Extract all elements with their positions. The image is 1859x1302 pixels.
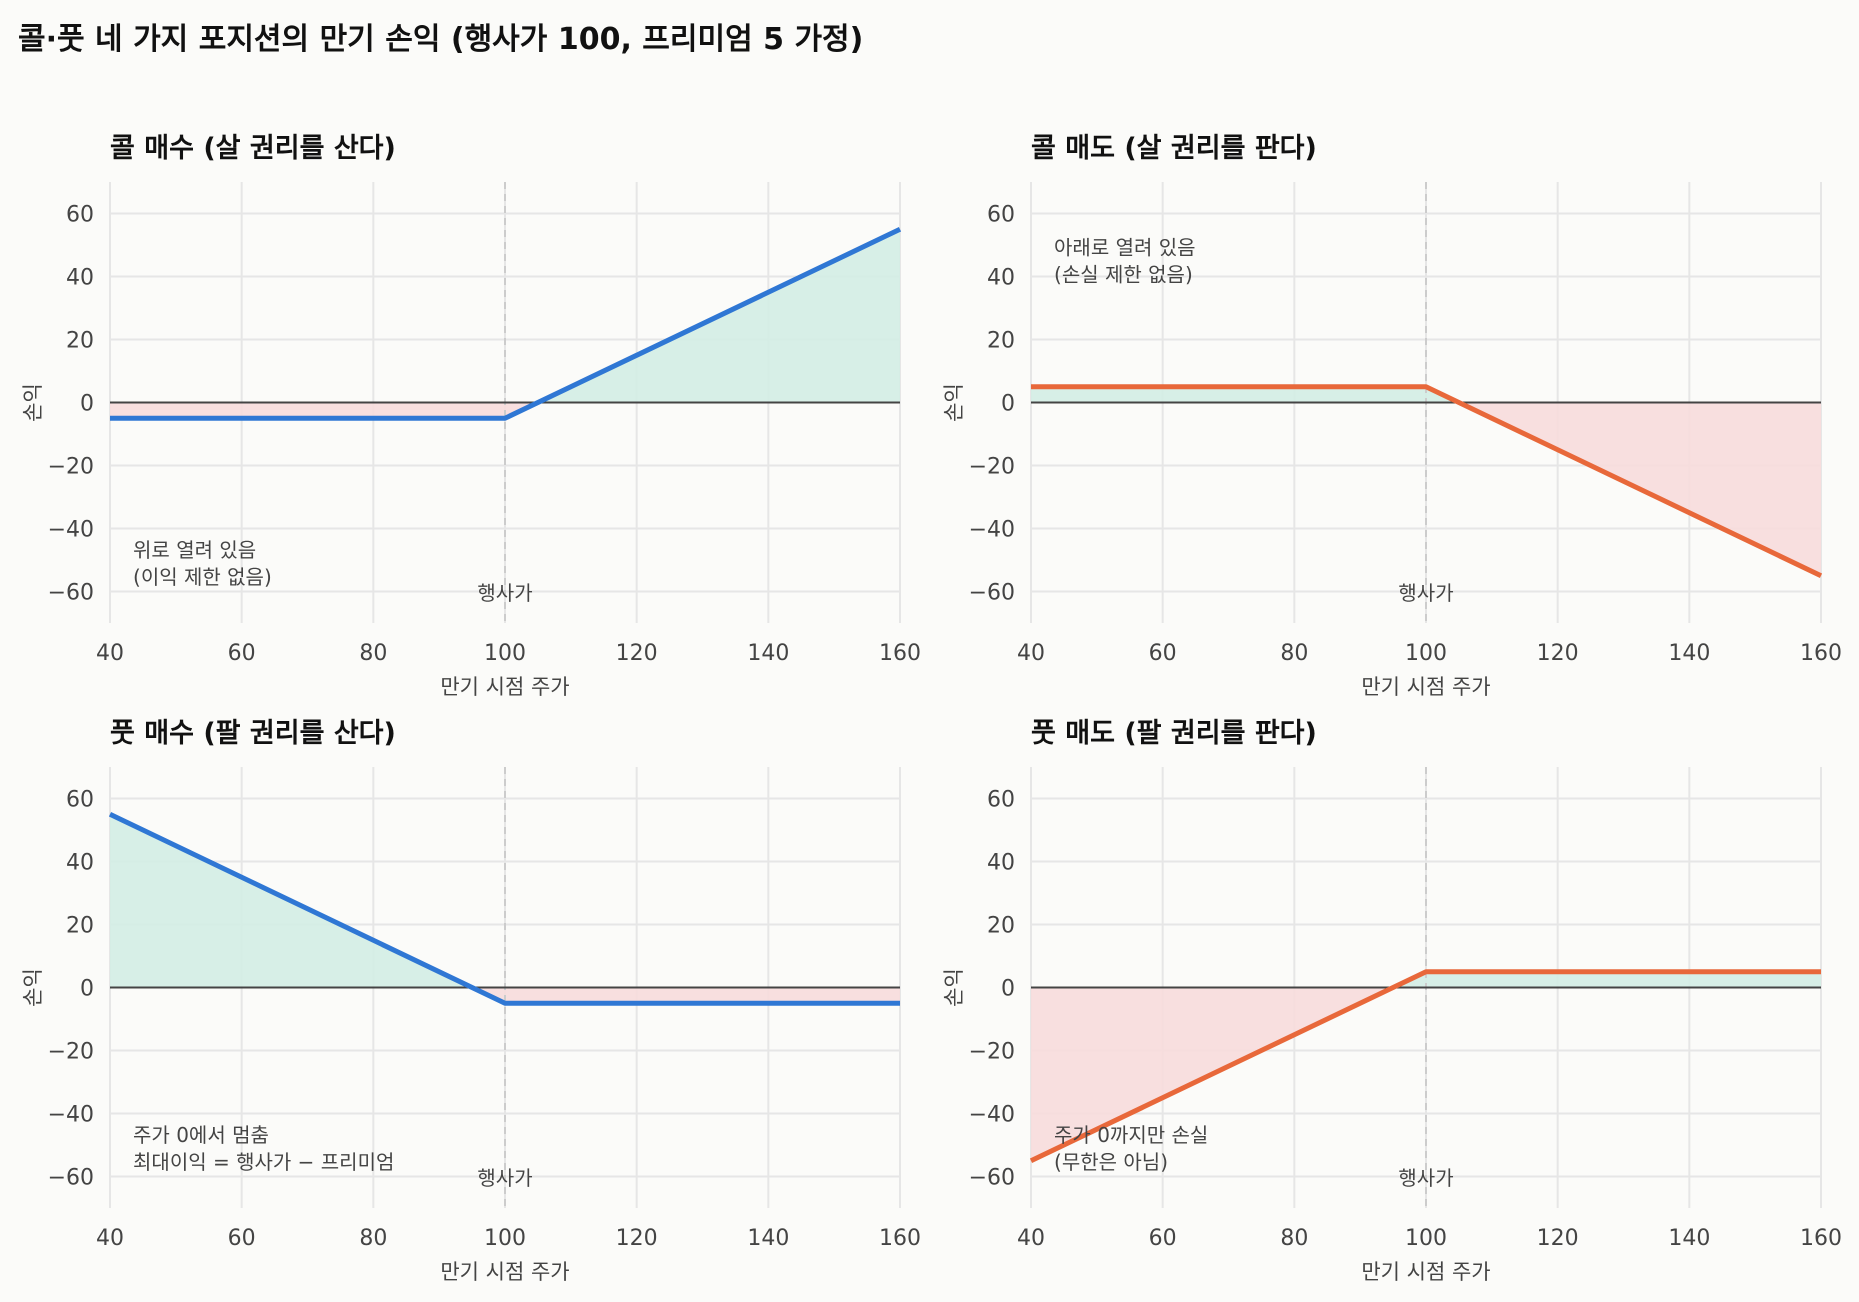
profit-area [1426, 971, 1821, 988]
x-axis-label: 만기 시점 주가 [1361, 675, 1490, 699]
x-tick-label: 140 [1668, 641, 1710, 666]
y-tick-label: 40 [66, 266, 94, 291]
x-tick-label: 60 [228, 1226, 256, 1251]
annotation-text: 주가 0에서 멈춤 [133, 1123, 269, 1147]
x-tick-label: 140 [1668, 1226, 1710, 1251]
chart-panel-4: 풋 매도 (팔 권리를 판다) 40 60 80 100 120 140 160 −60 −40 −… [942, 718, 1842, 1284]
chart-panel-2: 콜 매도 (살 권리를 판다) 40 60 80 100 120 140 160 −60 −40 −… [942, 133, 1842, 699]
x-axis-label: 만기 시점 주가 [440, 1260, 569, 1284]
y-tick-label: −40 [48, 518, 94, 543]
y-axis-label: 손익 [942, 383, 966, 422]
y-tick-label: −20 [969, 455, 1015, 480]
y-tick-label: 40 [987, 851, 1015, 876]
y-tick-label: −20 [48, 1040, 94, 1065]
x-tick-label: 120 [1537, 641, 1579, 666]
profit-area [1031, 386, 1426, 403]
x-axis-label: 만기 시점 주가 [440, 675, 569, 699]
x-axis-label: 만기 시점 주가 [1361, 1260, 1490, 1284]
x-tick-label: 120 [1537, 1226, 1579, 1251]
y-tick-label: −60 [48, 581, 94, 606]
loss-area [110, 402, 505, 419]
x-tick-label: 40 [1017, 1226, 1045, 1251]
y-tick-label: 0 [1001, 392, 1015, 417]
y-axis-label: 손익 [942, 968, 966, 1007]
x-tick-label: 160 [1800, 1226, 1842, 1251]
x-tick-label: 80 [359, 1226, 387, 1251]
y-tick-label: 40 [987, 266, 1015, 291]
y-tick-label: 20 [987, 914, 1015, 939]
y-axis-label: 손익 [21, 383, 45, 422]
figure-title: 콜·풋 네 가지 포지션의 만기 손익 (행사가 100, 프리미엄 5 가정) [18, 22, 864, 57]
annotation-text: 최대이익 = 행사가 − 프리미엄 [133, 1150, 394, 1174]
chart-panel-3: 풋 매수 (팔 권리를 산다) 40 60 80 100 120 140 160 −60 −40 −… [21, 718, 921, 1284]
annotation-text: (무한은 아님) [1054, 1150, 1168, 1174]
x-tick-label: 40 [1017, 641, 1045, 666]
chart-title: 콜 매수 (살 권리를 산다) [110, 133, 396, 164]
x-tick-label: 120 [616, 1226, 658, 1251]
y-tick-label: 60 [987, 203, 1015, 228]
x-tick-label: 160 [879, 1226, 921, 1251]
y-tick-label: −40 [969, 518, 1015, 543]
x-tick-label: 40 [96, 641, 124, 666]
y-tick-label: 20 [66, 914, 94, 939]
x-tick-label: 120 [616, 641, 658, 666]
x-tick-label: 60 [1149, 641, 1177, 666]
annotation-text: 아래로 열려 있음 [1054, 235, 1196, 259]
x-tick-label: 60 [1149, 1226, 1177, 1251]
y-tick-label: 60 [66, 203, 94, 228]
loss-area [505, 987, 900, 1004]
y-tick-label: 20 [66, 329, 94, 354]
y-tick-label: 40 [66, 851, 94, 876]
x-tick-label: 100 [1405, 641, 1447, 666]
x-tick-label: 160 [879, 641, 921, 666]
y-tick-label: 20 [987, 329, 1015, 354]
annotation-text: 위로 열려 있음 [133, 538, 256, 562]
y-tick-label: −60 [48, 1166, 94, 1191]
strike-label: 행사가 [477, 1166, 532, 1190]
chart-title: 풋 매수 (팔 권리를 산다) [110, 718, 396, 749]
y-tick-label: 0 [80, 977, 94, 1002]
strike-label: 행사가 [477, 581, 532, 605]
y-tick-label: −20 [969, 1040, 1015, 1065]
x-tick-label: 40 [96, 1226, 124, 1251]
y-tick-label: 60 [987, 788, 1015, 813]
annotation-text: 주가 0까지만 손실 [1054, 1123, 1208, 1147]
annotation-text: (손실 제한 없음) [1054, 262, 1193, 286]
x-tick-label: 140 [747, 641, 789, 666]
strike-label: 행사가 [1398, 1166, 1453, 1190]
y-tick-label: 0 [1001, 977, 1015, 1002]
y-tick-label: −40 [969, 1103, 1015, 1128]
y-axis-label: 손익 [21, 968, 45, 1007]
x-tick-label: 60 [228, 641, 256, 666]
x-tick-label: 100 [1405, 1226, 1447, 1251]
y-tick-label: −60 [969, 1166, 1015, 1191]
x-tick-label: 160 [1800, 641, 1842, 666]
x-tick-label: 80 [1280, 641, 1308, 666]
strike-label: 행사가 [1398, 581, 1453, 605]
chart-title: 풋 매도 (팔 권리를 판다) [1031, 718, 1317, 749]
y-tick-label: −60 [969, 581, 1015, 606]
y-tick-label: 0 [80, 392, 94, 417]
chart-title: 콜 매도 (살 권리를 판다) [1031, 133, 1317, 164]
annotation-text: (이익 제한 없음) [133, 565, 272, 589]
x-tick-label: 100 [484, 641, 526, 666]
y-tick-label: −20 [48, 455, 94, 480]
x-tick-label: 100 [484, 1226, 526, 1251]
x-tick-label: 140 [747, 1226, 789, 1251]
chart-panel-1: 콜 매수 (살 권리를 산다) 40 60 80 100 120 140 160 −60 −40 −… [21, 133, 921, 699]
x-tick-label: 80 [359, 641, 387, 666]
y-tick-label: −40 [48, 1103, 94, 1128]
y-tick-label: 60 [66, 788, 94, 813]
x-tick-label: 80 [1280, 1226, 1308, 1251]
